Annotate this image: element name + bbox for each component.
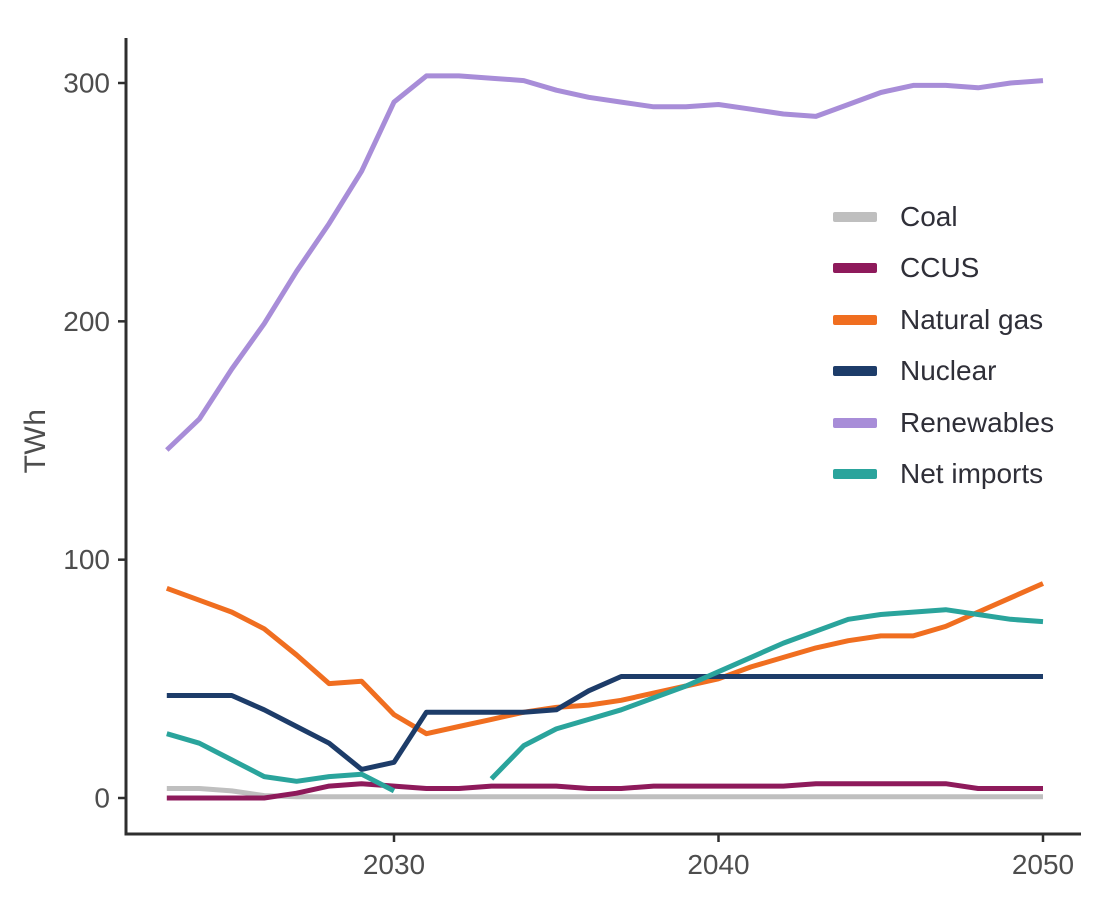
y-tick-label: 200 [63, 306, 110, 337]
x-tick-label: 2030 [363, 849, 425, 880]
legend-item-renewables: Renewables [833, 397, 1054, 449]
series-line-net-imports [166, 607, 1044, 794]
coal-series-swatch [833, 211, 877, 222]
axes [124, 38, 1081, 836]
y-tick-label: 100 [63, 544, 110, 575]
series-line-coal [166, 786, 1043, 800]
legend-item-ccus: CCUS [833, 243, 1054, 295]
legend-label-nuclear: Nuclear [900, 355, 997, 387]
series-line-nuclear [166, 674, 1043, 772]
legend-label-coal: Coal [900, 200, 958, 232]
legend-item-nuclear: Nuclear [833, 346, 1054, 398]
series-line-renewables [165, 73, 1044, 452]
legend-label-natural-gas: Natural gas [900, 303, 1044, 335]
ccus-series-swatch [833, 263, 877, 274]
legend-item-coal: Coal [833, 191, 1054, 243]
net-imports-series-swatch [833, 469, 877, 480]
legend-label-net-imports: Net imports [900, 458, 1044, 490]
x-tick-label: 2050 [1012, 849, 1074, 880]
y-axis-title: TWh [19, 408, 52, 474]
legend-item-natural-gas: Natural gas [833, 294, 1054, 346]
renewables-series-swatch [833, 417, 877, 428]
legend: Coal CCUS Natural gas Nuclear Renewables… [833, 191, 1054, 500]
nuclear-series-swatch [833, 366, 877, 377]
series-line-natural-gas [165, 581, 1045, 737]
legend-label-ccus: CCUS [900, 252, 980, 284]
natural-gas-series-swatch [833, 314, 877, 325]
legend-label-renewables: Renewables [900, 406, 1055, 438]
y-tick-label: 0 [94, 783, 110, 814]
legend-item-net-imports: Net imports [833, 449, 1054, 501]
x-tick-label: 2040 [687, 849, 749, 880]
series-line-ccus [166, 781, 1043, 801]
y-tick-label: 300 [63, 68, 110, 99]
